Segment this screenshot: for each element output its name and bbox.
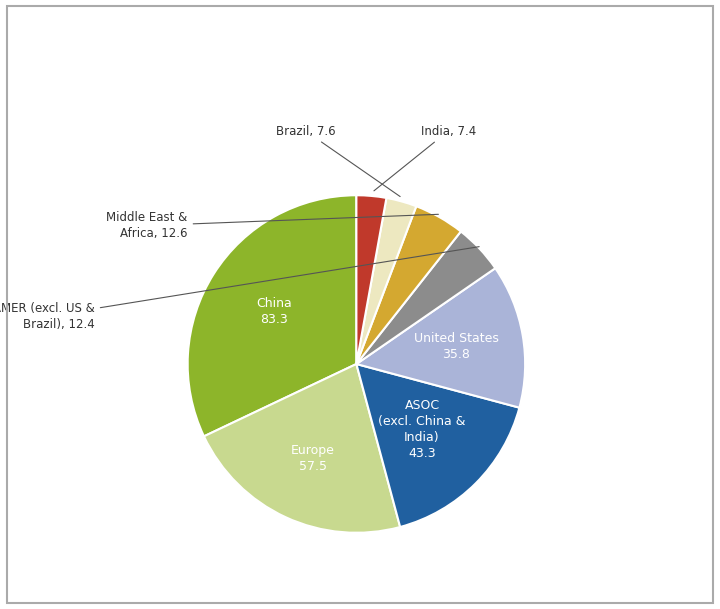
Text: AMER (excl. US &
Brazil), 12.4: AMER (excl. US & Brazil), 12.4 xyxy=(0,247,480,331)
Text: Brazil, 7.6: Brazil, 7.6 xyxy=(276,125,400,197)
Text: Middle East &
Africa, 12.6: Middle East & Africa, 12.6 xyxy=(107,211,438,240)
Text: China
83.3: China 83.3 xyxy=(256,297,292,326)
Text: Europe
57.5: Europe 57.5 xyxy=(291,445,335,473)
Text: FIGURE 13. GLOBAL NEW INVESTMENT IN RENEWABLE ENERGY BY
REGION, 2014, $BN: FIGURE 13. GLOBAL NEW INVESTMENT IN RENE… xyxy=(24,35,620,71)
Text: India, 7.4: India, 7.4 xyxy=(374,125,476,191)
Wedge shape xyxy=(356,364,519,527)
Wedge shape xyxy=(356,206,461,364)
Wedge shape xyxy=(356,268,525,407)
Text: ASOC
(excl. China &
India)
43.3: ASOC (excl. China & India) 43.3 xyxy=(378,399,466,460)
Wedge shape xyxy=(356,231,495,364)
Text: United States
35.8: United States 35.8 xyxy=(414,333,499,361)
Wedge shape xyxy=(204,364,400,533)
Wedge shape xyxy=(188,195,356,436)
Wedge shape xyxy=(356,198,416,364)
Wedge shape xyxy=(356,195,387,364)
